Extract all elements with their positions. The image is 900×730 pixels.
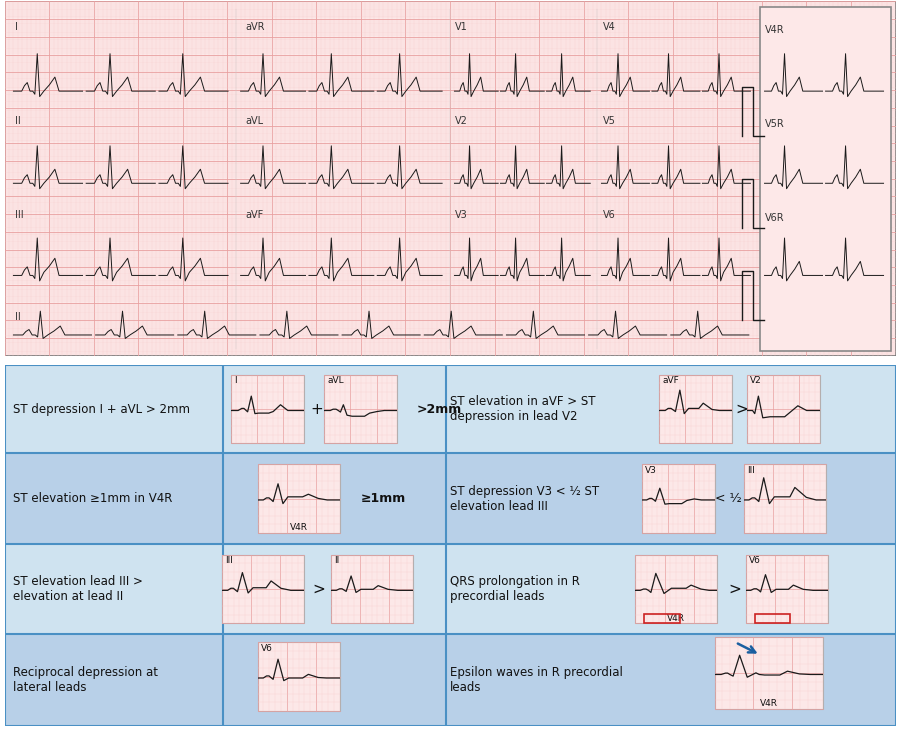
Bar (222, 555, 304, 623)
Bar (446, 365, 896, 453)
Text: I: I (234, 376, 237, 385)
Text: aVL: aVL (328, 376, 345, 385)
Text: V4R: V4R (760, 699, 778, 708)
Text: >2mm: >2mm (416, 403, 462, 415)
Text: II: II (15, 312, 21, 323)
Text: ST elevation in aVF > ST
depression in lead V2: ST elevation in aVF > ST depression in l… (450, 395, 596, 423)
Text: ST depression V3 < ½ ST
elevation lead III: ST depression V3 < ½ ST elevation lead I… (450, 485, 599, 512)
Bar (446, 544, 896, 634)
Text: V6R: V6R (764, 213, 784, 223)
Text: V1: V1 (454, 22, 467, 32)
Bar (715, 637, 824, 709)
Text: aVF: aVF (663, 376, 680, 385)
Bar (446, 634, 896, 726)
Bar (747, 374, 820, 443)
Bar (257, 464, 339, 533)
Bar (760, 7, 891, 350)
Text: V6: V6 (750, 556, 761, 565)
Text: >: > (312, 582, 326, 596)
Text: V2: V2 (454, 116, 467, 126)
Text: II: II (334, 556, 339, 565)
Bar (660, 374, 733, 443)
Bar (4, 634, 223, 726)
Text: V3: V3 (645, 466, 657, 474)
Text: ST depression I + aVL > 2mm: ST depression I + aVL > 2mm (14, 403, 191, 415)
Text: V2: V2 (751, 376, 762, 385)
Bar (330, 555, 412, 623)
Text: ≥1mm: ≥1mm (361, 492, 406, 505)
Text: III: III (748, 466, 755, 474)
Bar (223, 365, 446, 453)
Text: aVF: aVF (245, 210, 264, 220)
Text: V5R: V5R (764, 119, 784, 129)
Text: V4R: V4R (764, 26, 784, 35)
Text: III: III (226, 556, 233, 565)
Text: V3: V3 (454, 210, 467, 220)
Bar (4, 544, 223, 634)
Bar (755, 615, 790, 623)
Bar (324, 374, 398, 443)
Text: ST elevation ≥1mm in V4R: ST elevation ≥1mm in V4R (14, 492, 173, 505)
Bar (644, 615, 680, 623)
Text: I: I (15, 22, 18, 32)
Text: >: > (735, 402, 748, 417)
Text: QRS prolongation in R
precordial leads: QRS prolongation in R precordial leads (450, 575, 580, 603)
Text: III: III (15, 210, 23, 220)
Text: aVR: aVR (245, 22, 265, 32)
Bar (744, 464, 826, 533)
Text: V5: V5 (603, 116, 616, 126)
Text: II: II (15, 116, 21, 126)
Text: aVL: aVL (245, 116, 263, 126)
Bar (446, 453, 896, 544)
Bar (223, 453, 446, 544)
Bar (642, 464, 715, 533)
Text: >: > (729, 582, 742, 596)
Text: V4: V4 (603, 22, 616, 32)
Bar (4, 453, 223, 544)
Bar (635, 555, 717, 623)
Text: V6: V6 (603, 210, 616, 220)
Text: +: + (310, 402, 323, 417)
Bar (746, 555, 828, 623)
Bar (257, 642, 339, 711)
Text: ST elevation lead III >
elevation at lead II: ST elevation lead III > elevation at lea… (14, 575, 143, 603)
Text: Epsilon waves in R precordial
leads: Epsilon waves in R precordial leads (450, 666, 623, 694)
Text: V4R: V4R (667, 614, 685, 623)
Bar (230, 374, 304, 443)
Text: V4R: V4R (290, 523, 308, 532)
Bar (223, 634, 446, 726)
Bar (4, 365, 223, 453)
Bar (223, 544, 446, 634)
Text: Reciprocal depression at
lateral leads: Reciprocal depression at lateral leads (14, 666, 158, 694)
Text: V6: V6 (261, 644, 273, 653)
Text: < ½: < ½ (715, 492, 742, 505)
